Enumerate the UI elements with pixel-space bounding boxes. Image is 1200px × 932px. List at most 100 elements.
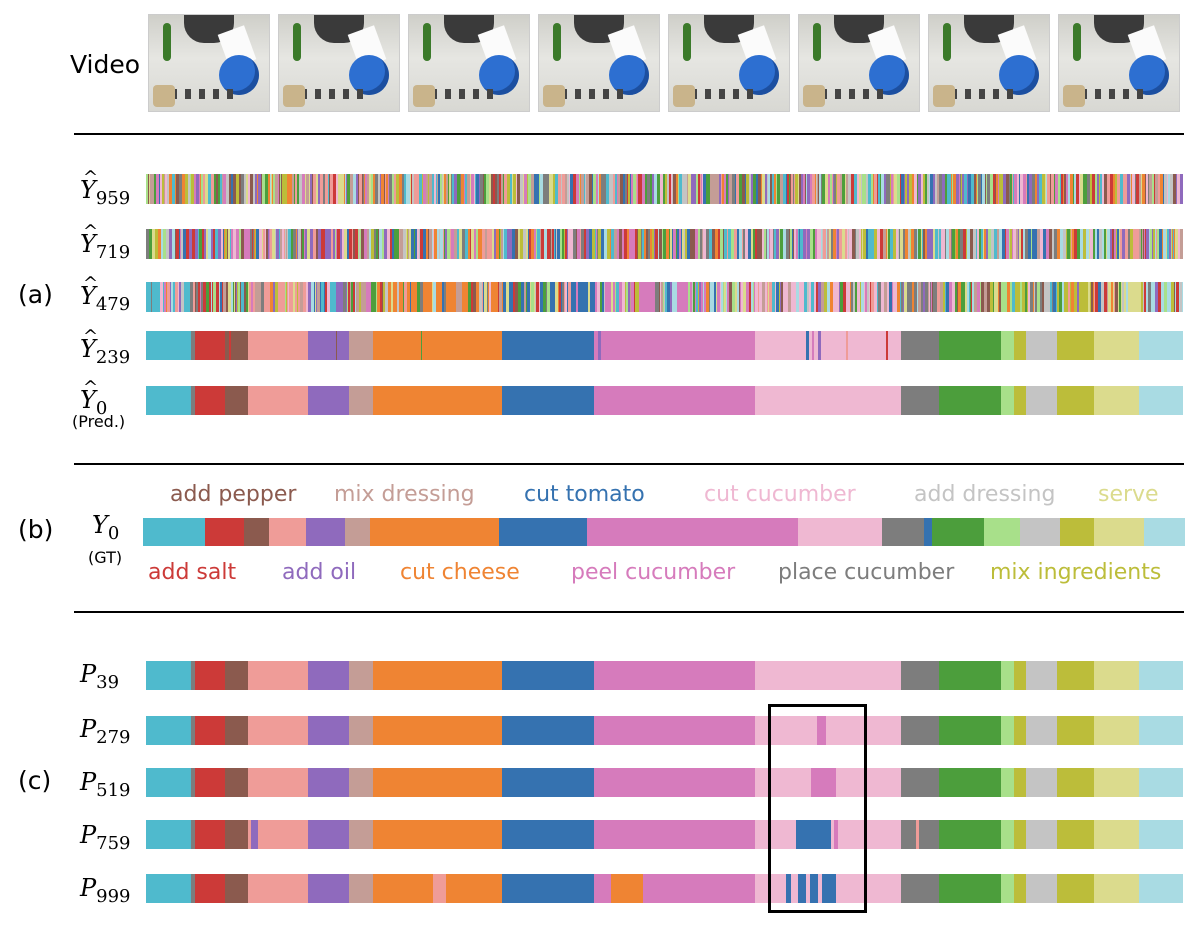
noise-stripe bbox=[839, 282, 840, 312]
noise-stripe bbox=[316, 174, 318, 204]
noise-stripe bbox=[1089, 229, 1090, 259]
noise-stripe bbox=[495, 282, 498, 312]
noise-stripe bbox=[446, 174, 448, 204]
noise-stripe bbox=[617, 229, 619, 259]
segment-add-salt bbox=[195, 820, 225, 849]
noise-stripe bbox=[1138, 282, 1141, 312]
noise-stripe bbox=[169, 229, 172, 259]
noise-stripe bbox=[1117, 174, 1120, 204]
noise-stripe bbox=[977, 229, 979, 259]
segment-mix-ingredients bbox=[1014, 661, 1026, 690]
segment-tomato-pink bbox=[269, 518, 306, 546]
noise-stripe bbox=[693, 282, 695, 312]
noise-stripe bbox=[499, 229, 500, 259]
noise-stripe bbox=[568, 282, 571, 312]
noise-stripe bbox=[781, 282, 783, 312]
noise-stripe bbox=[681, 229, 682, 259]
noise-stripe bbox=[1135, 174, 1136, 204]
noise-stripe bbox=[589, 229, 592, 259]
noise-stripe bbox=[1113, 174, 1115, 204]
noise-stripe bbox=[713, 174, 716, 204]
noise-stripe bbox=[479, 282, 482, 312]
noise-stripe bbox=[499, 282, 502, 312]
noise-stripe bbox=[611, 282, 613, 312]
noise-stripe bbox=[444, 229, 445, 259]
noise-stripe bbox=[163, 282, 164, 312]
segment-mix-dressing bbox=[349, 820, 373, 849]
noise-stripe bbox=[1100, 174, 1102, 204]
noise-stripe bbox=[759, 282, 762, 312]
noise-stripe bbox=[677, 229, 679, 259]
noise-stripe bbox=[1137, 174, 1139, 204]
noise-stripe bbox=[956, 229, 958, 259]
noise-stripe bbox=[807, 282, 809, 312]
noise-stripe bbox=[822, 229, 823, 259]
noise-stripe bbox=[462, 229, 465, 259]
noise-stripe bbox=[580, 174, 581, 204]
noise-stripe bbox=[877, 229, 880, 259]
noise-stripe bbox=[539, 174, 540, 204]
noise-stripe bbox=[432, 229, 433, 259]
noise-stripe bbox=[616, 282, 619, 312]
segment-add-pepper bbox=[336, 331, 337, 360]
noise-stripe bbox=[1141, 174, 1142, 204]
noise-stripe bbox=[1127, 174, 1130, 204]
noise-stripe bbox=[220, 174, 222, 204]
noise-stripe bbox=[164, 174, 165, 204]
noise-stripe bbox=[1043, 174, 1045, 204]
noise-stripe bbox=[737, 229, 739, 259]
noise-stripe bbox=[468, 229, 470, 259]
noise-stripe bbox=[848, 174, 851, 204]
segment-mix-dressing bbox=[345, 518, 370, 546]
noise-stripe bbox=[1079, 282, 1081, 312]
noise-stripe bbox=[190, 174, 191, 204]
noise-stripe bbox=[169, 174, 172, 204]
noise-stripe bbox=[687, 229, 690, 259]
noise-stripe bbox=[1060, 174, 1061, 204]
noise-stripe bbox=[897, 174, 900, 204]
noise-stripe bbox=[1004, 282, 1007, 312]
noise-stripe bbox=[1002, 282, 1004, 312]
noise-stripe bbox=[799, 282, 801, 312]
noise-stripe bbox=[670, 282, 672, 312]
noise-stripe bbox=[294, 174, 295, 204]
noise-stripe bbox=[287, 282, 288, 312]
noise-stripe bbox=[729, 174, 732, 204]
noise-stripe bbox=[1117, 229, 1119, 259]
noise-stripe bbox=[911, 229, 914, 259]
noise-stripe bbox=[665, 174, 667, 204]
noise-stripe bbox=[1084, 282, 1085, 312]
noise-stripe bbox=[543, 282, 546, 312]
segment-place-cucumber bbox=[901, 716, 939, 745]
noise-stripe bbox=[269, 229, 270, 259]
noise-stripe bbox=[298, 282, 300, 312]
noise-stripe bbox=[724, 174, 726, 204]
noise-stripe bbox=[1046, 282, 1047, 312]
noise-stripe bbox=[273, 282, 275, 312]
noise-stripe bbox=[196, 174, 199, 204]
noise-stripe bbox=[773, 229, 774, 259]
noise-stripe bbox=[503, 282, 506, 312]
noise-stripe bbox=[642, 229, 644, 259]
segment-mix-ingredients bbox=[1057, 874, 1094, 903]
noise-stripe bbox=[1005, 229, 1006, 259]
noise-stripe bbox=[604, 282, 605, 312]
noise-stripe bbox=[1144, 229, 1145, 259]
noise-stripe bbox=[736, 174, 739, 204]
noise-stripe bbox=[266, 229, 268, 259]
segment-mix-dressing bbox=[349, 386, 373, 415]
segment-cut-tomato bbox=[798, 874, 836, 903]
noise-stripe bbox=[899, 229, 900, 259]
noise-stripe bbox=[935, 229, 938, 259]
noise-stripe bbox=[602, 282, 604, 312]
noise-stripe bbox=[543, 174, 546, 204]
noise-stripe bbox=[606, 174, 609, 204]
noise-stripe bbox=[365, 282, 366, 312]
noise-stripe bbox=[970, 282, 971, 312]
noise-stripe bbox=[834, 282, 836, 312]
noise-stripe bbox=[1095, 282, 1098, 312]
segment-light-green bbox=[1001, 661, 1014, 690]
noise-stripe bbox=[252, 229, 253, 259]
noise-stripe bbox=[184, 282, 187, 312]
noise-stripe bbox=[262, 174, 265, 204]
